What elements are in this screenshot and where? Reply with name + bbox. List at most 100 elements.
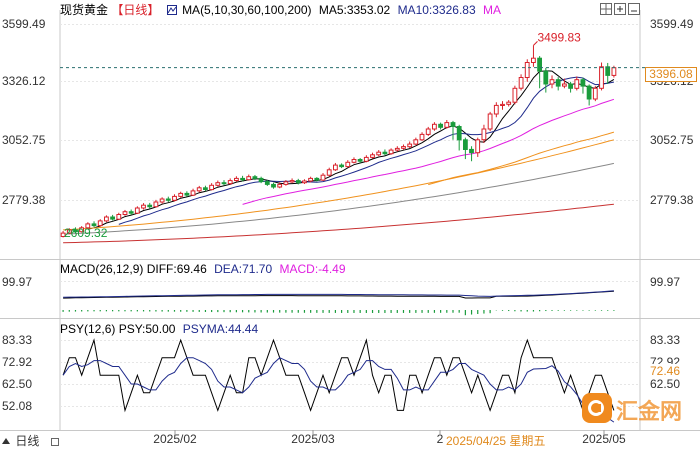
candle-body bbox=[401, 146, 406, 149]
candle-body bbox=[444, 122, 450, 128]
candle bbox=[246, 174, 252, 181]
candle bbox=[128, 209, 134, 215]
candle-body bbox=[320, 174, 326, 181]
candle-body bbox=[487, 113, 493, 130]
ma10-line bbox=[118, 76, 614, 225]
watermark-logo-icon bbox=[582, 393, 612, 423]
candle-body bbox=[258, 177, 264, 183]
candle bbox=[407, 141, 413, 148]
candle bbox=[574, 76, 580, 91]
footer-expand-icon[interactable] bbox=[2, 438, 10, 444]
candle bbox=[512, 85, 518, 105]
macd-value: MACD:-4.49 bbox=[279, 262, 346, 276]
hover-date-label: 2025/04/25 星期五 bbox=[446, 432, 546, 449]
candle bbox=[60, 230, 66, 238]
psy-value: PSY:50.00 bbox=[118, 322, 176, 336]
candle bbox=[376, 150, 382, 157]
ma60-line bbox=[428, 131, 615, 186]
candle-body bbox=[345, 161, 351, 168]
candle bbox=[184, 191, 190, 197]
candle bbox=[116, 212, 122, 221]
psyma-value: PSYMA:44.44 bbox=[182, 322, 259, 336]
psy-y-tick-left: 52.08 bbox=[2, 399, 32, 413]
candle-body bbox=[221, 182, 227, 185]
candle bbox=[456, 124, 462, 151]
candle-body bbox=[147, 204, 153, 208]
candle-body bbox=[376, 151, 382, 156]
macd-diff-value: DIFF:69.46 bbox=[146, 262, 207, 276]
candle bbox=[382, 149, 388, 156]
candle-body bbox=[531, 57, 536, 64]
candle-body bbox=[184, 192, 190, 196]
candle-body bbox=[153, 201, 159, 208]
macd-header: MACD(26,12,9) DIFF:69.46 DEA:71.70 MACD:… bbox=[60, 262, 350, 276]
candle-body bbox=[246, 176, 252, 181]
candle-body bbox=[234, 177, 239, 181]
candle bbox=[110, 214, 115, 221]
ma-settings-icon[interactable] bbox=[166, 5, 177, 15]
psy-value-bg bbox=[645, 364, 685, 378]
candle-body bbox=[271, 183, 276, 188]
candle-body bbox=[469, 148, 474, 154]
ma-long-red-line bbox=[63, 203, 614, 244]
candle bbox=[333, 162, 338, 171]
footer-settings-icon[interactable] bbox=[50, 438, 59, 446]
candle-body bbox=[506, 101, 512, 105]
candle bbox=[370, 152, 375, 159]
candle bbox=[141, 203, 146, 210]
candle bbox=[419, 132, 425, 141]
candle-body bbox=[190, 190, 196, 196]
candle-body bbox=[432, 123, 437, 130]
candle-body bbox=[165, 198, 171, 201]
candle bbox=[339, 163, 345, 169]
grid-icon[interactable] bbox=[600, 3, 612, 15]
candle-body bbox=[524, 62, 530, 78]
ma-extra-label: MA bbox=[482, 3, 501, 17]
candle bbox=[351, 157, 357, 164]
candle bbox=[413, 137, 419, 146]
candle-body bbox=[128, 211, 134, 214]
candle bbox=[258, 176, 264, 184]
candle bbox=[537, 56, 543, 89]
footer-left: 日线 bbox=[0, 432, 59, 449]
x-axis-label: 2 bbox=[437, 432, 444, 446]
candle bbox=[283, 180, 289, 186]
symbol-label: 现货黄金 bbox=[60, 3, 109, 17]
current-price-box: 3396.08 bbox=[645, 67, 697, 82]
watermark-text: 汇金网 bbox=[616, 400, 683, 425]
ma-long-gray-line bbox=[63, 162, 615, 235]
candle-body bbox=[104, 216, 109, 222]
candle bbox=[487, 111, 493, 132]
candle bbox=[240, 175, 245, 182]
candle bbox=[493, 102, 499, 118]
candle bbox=[401, 144, 406, 150]
y-tick-left: 2779.38 bbox=[2, 193, 46, 207]
candle-body bbox=[85, 223, 91, 229]
candle bbox=[295, 178, 301, 185]
period-label[interactable]: 【日线】 bbox=[111, 3, 160, 17]
macd-diff-line bbox=[63, 290, 614, 299]
candle bbox=[215, 180, 221, 187]
candle bbox=[531, 45, 536, 67]
psy-line bbox=[62, 338, 615, 413]
candle bbox=[134, 206, 140, 215]
candle bbox=[289, 178, 295, 184]
x-axis-label: 2025/03 bbox=[291, 432, 335, 446]
candle-body bbox=[178, 192, 184, 197]
candle-body bbox=[91, 223, 97, 227]
minimize-icon[interactable] bbox=[628, 3, 640, 15]
candle-body bbox=[363, 156, 369, 162]
candle bbox=[586, 84, 592, 106]
candle bbox=[388, 148, 394, 155]
add-icon[interactable] bbox=[614, 3, 626, 15]
x-axis-label: 2025/05 bbox=[582, 432, 626, 446]
y-tick-left: 3052.75 bbox=[2, 133, 46, 147]
candle-body bbox=[326, 169, 332, 176]
candle-body bbox=[568, 83, 574, 89]
ma30-line bbox=[242, 98, 615, 205]
footer-period-label[interactable]: 日线 bbox=[15, 434, 40, 448]
candle-body bbox=[73, 229, 78, 233]
candle bbox=[549, 75, 555, 89]
candle-body bbox=[592, 87, 598, 100]
candle bbox=[85, 222, 91, 229]
